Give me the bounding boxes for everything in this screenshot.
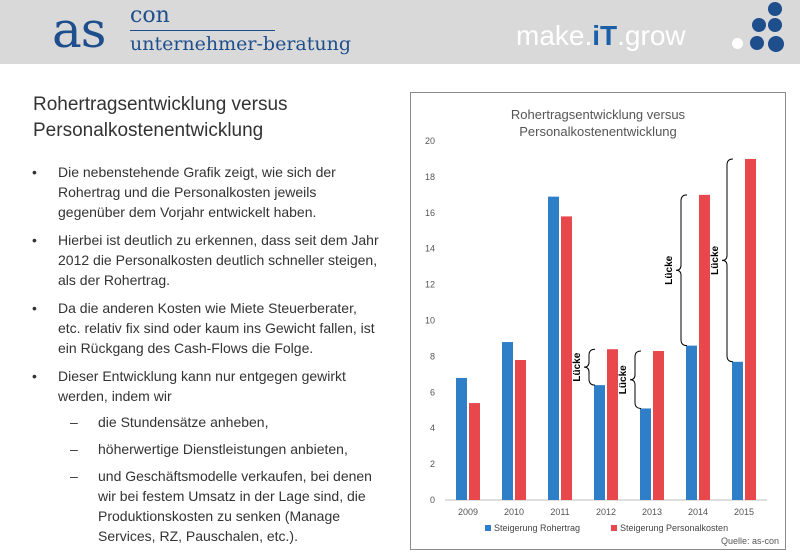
- page-title: Rohertragsentwicklung versus Personalkos…: [33, 92, 393, 144]
- bar-rohertrag-2010: [502, 342, 513, 500]
- bar-chart: Rohertragsentwicklung versus Personalkost…: [425, 107, 779, 546]
- bar-rohertrag-2015: [732, 361, 743, 500]
- bar-rohertrag-2011: [548, 196, 559, 500]
- dot-icon: [768, 36, 784, 52]
- legend-label-0: Steigerung Rohertrag: [494, 523, 580, 533]
- x-tick-label: 2009: [458, 507, 478, 517]
- y-tick-label: 18: [425, 172, 435, 182]
- bullet-item: Hierbei ist deutlich zu erkennen, dass s…: [32, 230, 382, 290]
- bar-rohertrag-2009: [456, 377, 467, 500]
- logo-divider: [130, 30, 275, 31]
- dot-icon: [732, 38, 743, 49]
- header-bar: as con unternehmer-beratung make.iT.grow: [0, 0, 800, 64]
- x-tick-label: 2011: [550, 507, 569, 517]
- x-tick-label: 2012: [596, 507, 616, 517]
- y-tick-label: 14: [425, 244, 435, 254]
- bar-personalkosten-2015: [745, 158, 756, 500]
- slogan-it: iT: [592, 20, 618, 51]
- chart-source: Quelle: as-con: [721, 536, 779, 546]
- gap-brace-2013: [629, 350, 642, 409]
- y-tick-label: 12: [425, 280, 435, 290]
- y-tick-label: 20: [425, 136, 435, 146]
- bar-personalkosten-2009: [469, 403, 480, 500]
- slogan: make.iT.grow: [516, 20, 686, 52]
- gap-label-2015: Lücke: [710, 245, 721, 274]
- legend-swatch-1: [611, 525, 617, 531]
- page-title-line1: Rohertragsentwicklung versus: [33, 94, 288, 115]
- bullet-item-with-sublist: Dieser Entwicklung kann nur entgegen gew…: [32, 366, 382, 546]
- bar-personalkosten-2011: [561, 216, 572, 500]
- chart-title-line1: Rohertragsentwicklung versus: [511, 107, 686, 122]
- x-tick-label: 2014: [688, 507, 708, 517]
- slogan-post: .grow: [617, 20, 686, 51]
- dots-logo-icon: [728, 0, 788, 58]
- bar-rohertrag-2013: [640, 408, 651, 500]
- bar-personalkosten-2014: [699, 194, 710, 500]
- gap-label-2014: Lücke: [664, 255, 675, 284]
- page-title-line2: Personalkostenentwicklung: [33, 120, 264, 141]
- bar-personalkosten-2013: [653, 351, 664, 500]
- gap-label-2012: Lücke: [572, 352, 583, 381]
- legend-swatch-0: [485, 525, 491, 531]
- bullet-list: Die nebenstehende Grafik zeigt, wie sich…: [32, 162, 382, 554]
- dot-icon: [752, 18, 766, 32]
- bar-rohertrag-2014: [686, 345, 697, 500]
- x-tick-label: 2013: [642, 507, 662, 517]
- gap-label-2013: Lücke: [618, 365, 629, 394]
- sub-bullet-item: höherwertige Dienstleistungen anbieten,: [70, 439, 382, 459]
- x-tick-label: 2010: [504, 507, 524, 517]
- chart-title-line2: Personalkostenentwicklung: [519, 124, 677, 139]
- sub-bullet-list: die Stundensätze anheben, höherwertige D…: [58, 412, 382, 546]
- dot-icon: [768, 2, 782, 16]
- dot-icon: [768, 18, 782, 32]
- bullet-item: Die nebenstehende Grafik zeigt, wie sich…: [32, 162, 382, 222]
- bullet-item: Da die anderen Kosten wie Miete Steuerbe…: [32, 298, 382, 358]
- y-tick-label: 16: [425, 208, 435, 218]
- bar-rohertrag-2012: [594, 385, 605, 500]
- y-tick-label: 8: [430, 351, 435, 361]
- y-tick-label: 6: [430, 387, 435, 397]
- gap-brace-2014: [675, 194, 688, 347]
- bar-personalkosten-2012: [607, 349, 618, 500]
- logo-con: con: [130, 3, 170, 28]
- bullet-item-text: Dieser Entwicklung kann nur entgegen gew…: [58, 368, 346, 404]
- y-tick-label: 10: [425, 316, 435, 326]
- x-tick-label: 2015: [734, 507, 754, 517]
- gap-brace-2015: [721, 158, 734, 363]
- gap-brace-2012: [583, 348, 596, 386]
- sub-bullet-item: und Geschäftsmodelle verkaufen, bei dene…: [70, 466, 382, 546]
- legend-label-1: Steigerung Personalkosten: [620, 523, 728, 533]
- logo-subtitle: unternehmer-beratung: [130, 33, 352, 55]
- y-tick-label: 0: [430, 495, 435, 505]
- chart-container: Rohertragsentwicklung versus Personalkost…: [410, 92, 786, 550]
- slogan-pre: make.: [516, 20, 593, 51]
- y-tick-label: 2: [430, 459, 435, 469]
- dot-icon: [750, 36, 764, 50]
- bar-personalkosten-2010: [515, 359, 526, 500]
- y-tick-label: 4: [430, 423, 435, 433]
- logo-as: as: [52, 1, 106, 59]
- sub-bullet-item: die Stundensätze anheben,: [70, 412, 382, 432]
